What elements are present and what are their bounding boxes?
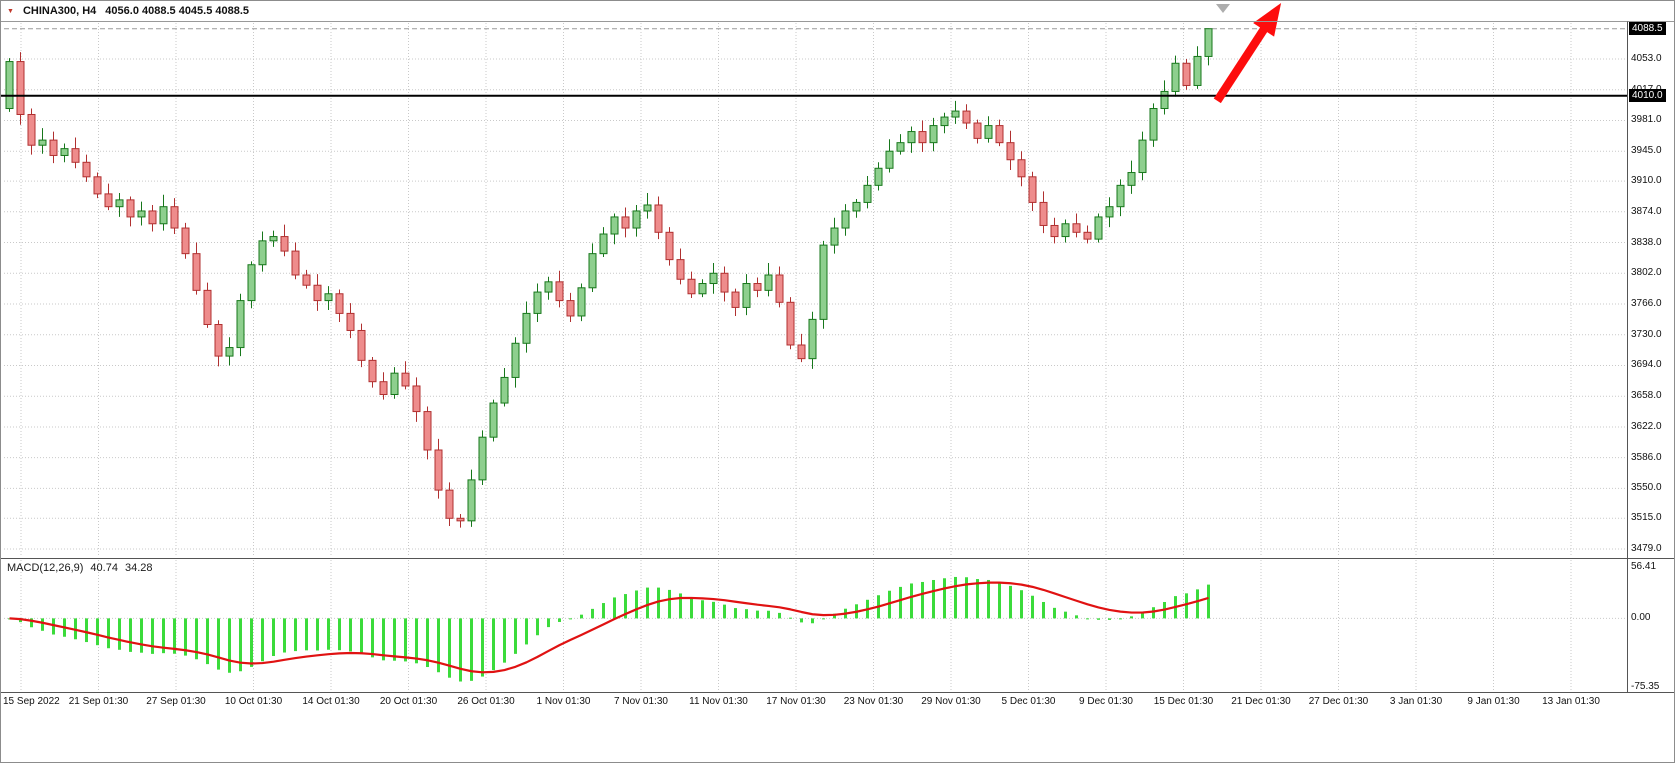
macd-signal-line	[9, 581, 1209, 674]
current-price-badge: 4088.5	[1629, 22, 1666, 36]
price-axis-label: 3945.0	[1631, 145, 1662, 157]
macd-axis-label: 56.41	[1631, 561, 1657, 572]
symbol-marker-icon: ▼	[7, 7, 14, 15]
time-axis-label: 14 Oct 01:30	[302, 696, 360, 707]
price-axis-label: 3766.0	[1631, 298, 1662, 309]
time-axis-label: 23 Nov 01:30	[843, 696, 904, 707]
time-axis-label: 5 Dec 01:30	[1001, 696, 1056, 707]
macd-signal-value: 34.28	[124, 562, 153, 574]
price-axis-label: 3981.0	[1631, 114, 1662, 126]
time-axis-label: 21 Dec 01:30	[1231, 696, 1291, 707]
macd-main-value: 40.74	[90, 562, 118, 574]
price-axis-label: 3515.0	[1631, 512, 1662, 524]
symbol-timeframe-label: CHINA300, H4	[22, 5, 97, 17]
price-axis-label: 3586.0	[1631, 451, 1662, 463]
chart-overlays	[1, 3, 1627, 104]
price-axis-label: 3550.0	[1631, 482, 1662, 494]
time-axis-label: 7 Nov 01:30	[614, 696, 668, 707]
macd-axis-label: -75.35	[1631, 681, 1660, 692]
time-axis-label: 26 Oct 01:30	[457, 696, 515, 707]
price-axis-label: 3694.0	[1631, 359, 1662, 371]
time-axis-label: 21 Sep 01:30	[68, 696, 129, 707]
macd-indicator-label: MACD(12,26,9) 40.74 34.28	[7, 562, 152, 574]
hline-price-badge: 4010.0	[1629, 89, 1666, 103]
time-axis-label: 1 Nov 01:30	[536, 696, 591, 707]
time-axis-label: 17 Nov 01:30	[766, 696, 826, 707]
candlestick-series	[5, 28, 1213, 528]
time-axis-label: 27 Dec 01:30	[1308, 696, 1369, 707]
time-axis-label: 9 Jan 01:30	[1467, 696, 1520, 707]
time-axis-label: 13 Jan 01:30	[1542, 696, 1600, 707]
price-axis-label: 3658.0	[1631, 390, 1662, 402]
time-axis-label: 29 Nov 01:30	[921, 696, 981, 707]
chart-title: ▼ CHINA300, H4 4056.0 4088.5 4045.5 4088…	[7, 5, 249, 17]
time-axis-label: 10 Oct 01:30	[224, 696, 283, 707]
time-axis-label: 15 Dec 01:30	[1153, 696, 1214, 707]
price-axis-label: 3910.0	[1631, 175, 1662, 187]
macd-axis-label: 0.00	[1631, 612, 1651, 624]
time-axis-label: 3 Jan 01:30	[1389, 696, 1443, 707]
chart-shift-marker-icon	[1216, 4, 1230, 13]
price-axis-label: 3479.0	[1631, 543, 1662, 555]
ohlc-values-label: 4056.0 4088.5 4045.5 4088.5	[105, 5, 250, 17]
price-axis-label: 4053.0	[1631, 53, 1662, 64]
time-axis-label: 15 Sep 2022	[3, 696, 60, 707]
price-axis-label: 3802.0	[1631, 267, 1662, 279]
price-axis-label: 3730.0	[1631, 328, 1662, 340]
macd-name: MACD(12,26,9)	[7, 562, 84, 574]
time-axis-label: 9 Dec 01:30	[1079, 696, 1133, 707]
time-axis-label: 20 Oct 01:30	[379, 696, 438, 707]
time-axis-label: 27 Sep 01:30	[146, 696, 206, 707]
price-axis-label: 3622.0	[1631, 420, 1662, 432]
price-axis-label: 3838.0	[1631, 236, 1662, 248]
macd-histogram	[8, 576, 1210, 682]
trend-arrow-annotation[interactable]	[1213, 3, 1282, 104]
price-axis-label: 3874.0	[1631, 205, 1662, 217]
time-axis-label: 11 Nov 01:30	[689, 696, 748, 707]
